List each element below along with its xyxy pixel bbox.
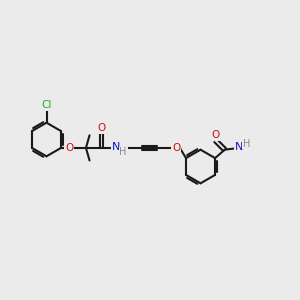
Text: Cl: Cl — [41, 100, 52, 110]
Text: N: N — [235, 142, 244, 152]
Text: O: O — [172, 143, 180, 153]
Text: H: H — [119, 147, 127, 158]
Text: N: N — [112, 142, 121, 152]
Text: O: O — [211, 130, 219, 140]
Text: O: O — [65, 143, 73, 153]
Text: O: O — [98, 123, 106, 133]
Text: H: H — [243, 139, 250, 149]
